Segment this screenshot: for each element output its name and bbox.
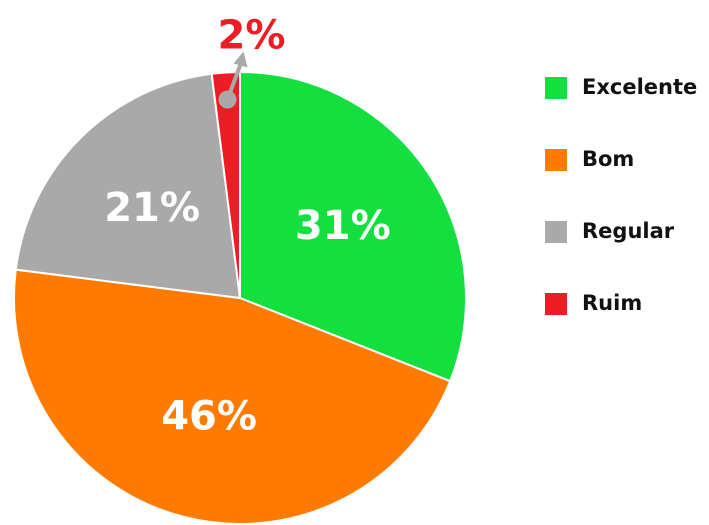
data-label: 21% bbox=[104, 185, 200, 231]
legend-label: Excelente bbox=[582, 75, 697, 99]
leader-arrow bbox=[233, 51, 248, 68]
legend-swatch bbox=[545, 149, 567, 171]
legend-label: Regular bbox=[582, 219, 675, 243]
pie-slice bbox=[239, 70, 467, 383]
leader-line bbox=[225, 60, 244, 101]
legend-swatch bbox=[545, 293, 567, 315]
data-label: 31% bbox=[295, 203, 391, 249]
legend-label: Ruim bbox=[582, 291, 642, 315]
data-label: 2% bbox=[218, 13, 286, 59]
pie-slice bbox=[210, 70, 241, 299]
pie-slice bbox=[13, 268, 452, 525]
legend-label: Bom bbox=[582, 147, 634, 171]
data-label: 46% bbox=[161, 393, 257, 439]
legend-swatch bbox=[545, 77, 567, 99]
legend-swatch bbox=[545, 221, 567, 243]
pie-slice bbox=[14, 72, 242, 300]
